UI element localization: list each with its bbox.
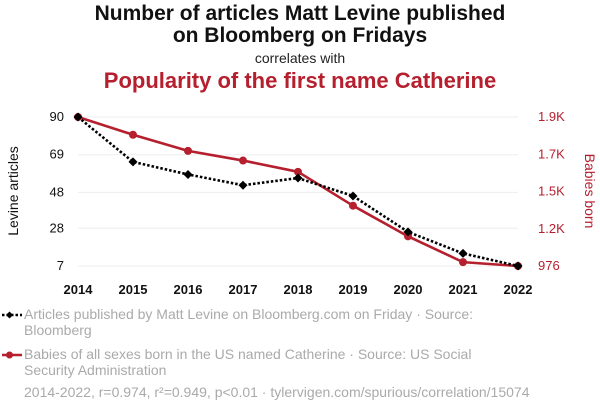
data-point-articles [513, 261, 523, 271]
data-point-articles [348, 191, 358, 201]
left-tick-label: 90 [50, 109, 64, 124]
y-axis-label-left: Levine articles [5, 146, 21, 236]
data-point-catherine [239, 156, 247, 165]
left-tick-label: 7 [57, 258, 64, 273]
data-point-catherine [459, 258, 467, 267]
x-tick-label: 2020 [394, 282, 423, 297]
y-axis-label-right: Babies born [582, 154, 598, 229]
x-tick-label: 2022 [504, 282, 533, 297]
data-point-articles [293, 173, 303, 183]
data-point-catherine [294, 167, 302, 176]
chart-title-line1: Number of articles Matt Levine published [94, 2, 506, 25]
series-line-articles [77, 115, 519, 268]
data-point-articles [403, 227, 413, 237]
x-tick-label: 2018 [284, 282, 313, 297]
data-point-catherine [349, 201, 357, 210]
footer-stats: 2014-2022, r=0.974, r²=0.949, p<0.01 · t… [24, 384, 530, 400]
x-tick-label: 2021 [449, 282, 478, 297]
legend-text-articles: Articles published by Matt Levine on Blo… [24, 306, 473, 338]
correlates-with-label: correlates with [254, 50, 346, 66]
right-tick-label: 1.7K [538, 146, 565, 161]
data-point-articles [238, 180, 248, 190]
left-tick-label: 48 [50, 184, 64, 199]
right-tick-label: 1.9K [538, 109, 565, 124]
x-tick-label: 2015 [119, 282, 148, 297]
legend-marker-catherine [2, 351, 22, 359]
x-tick-label: 2016 [174, 282, 203, 297]
data-point-catherine [129, 130, 137, 139]
data-point-articles [73, 112, 83, 122]
data-point-articles [458, 248, 468, 258]
series-line-catherine [77, 115, 519, 268]
left-tick-label: 28 [50, 220, 64, 235]
right-tick-label: 1.2K [538, 221, 565, 236]
left-tick-label: 69 [50, 147, 64, 162]
x-tick-label: 2017 [229, 282, 258, 297]
x-tick-label: 2014 [64, 282, 94, 297]
legend-text-catherine: Babies of all sexes born in the US named… [24, 346, 472, 378]
data-point-articles [128, 157, 138, 167]
x-tick-label: 2019 [339, 282, 368, 297]
data-point-articles [183, 169, 193, 179]
legend-marker-articles [2, 311, 22, 319]
right-tick-label: 1.5K [538, 184, 565, 199]
chart-title-line2: on Bloomberg on Fridays [172, 24, 428, 47]
data-point-catherine [184, 146, 192, 155]
right-tick-label: 976 [538, 258, 560, 273]
chart-title-second: Popularity of the first name Catherine [103, 68, 497, 93]
